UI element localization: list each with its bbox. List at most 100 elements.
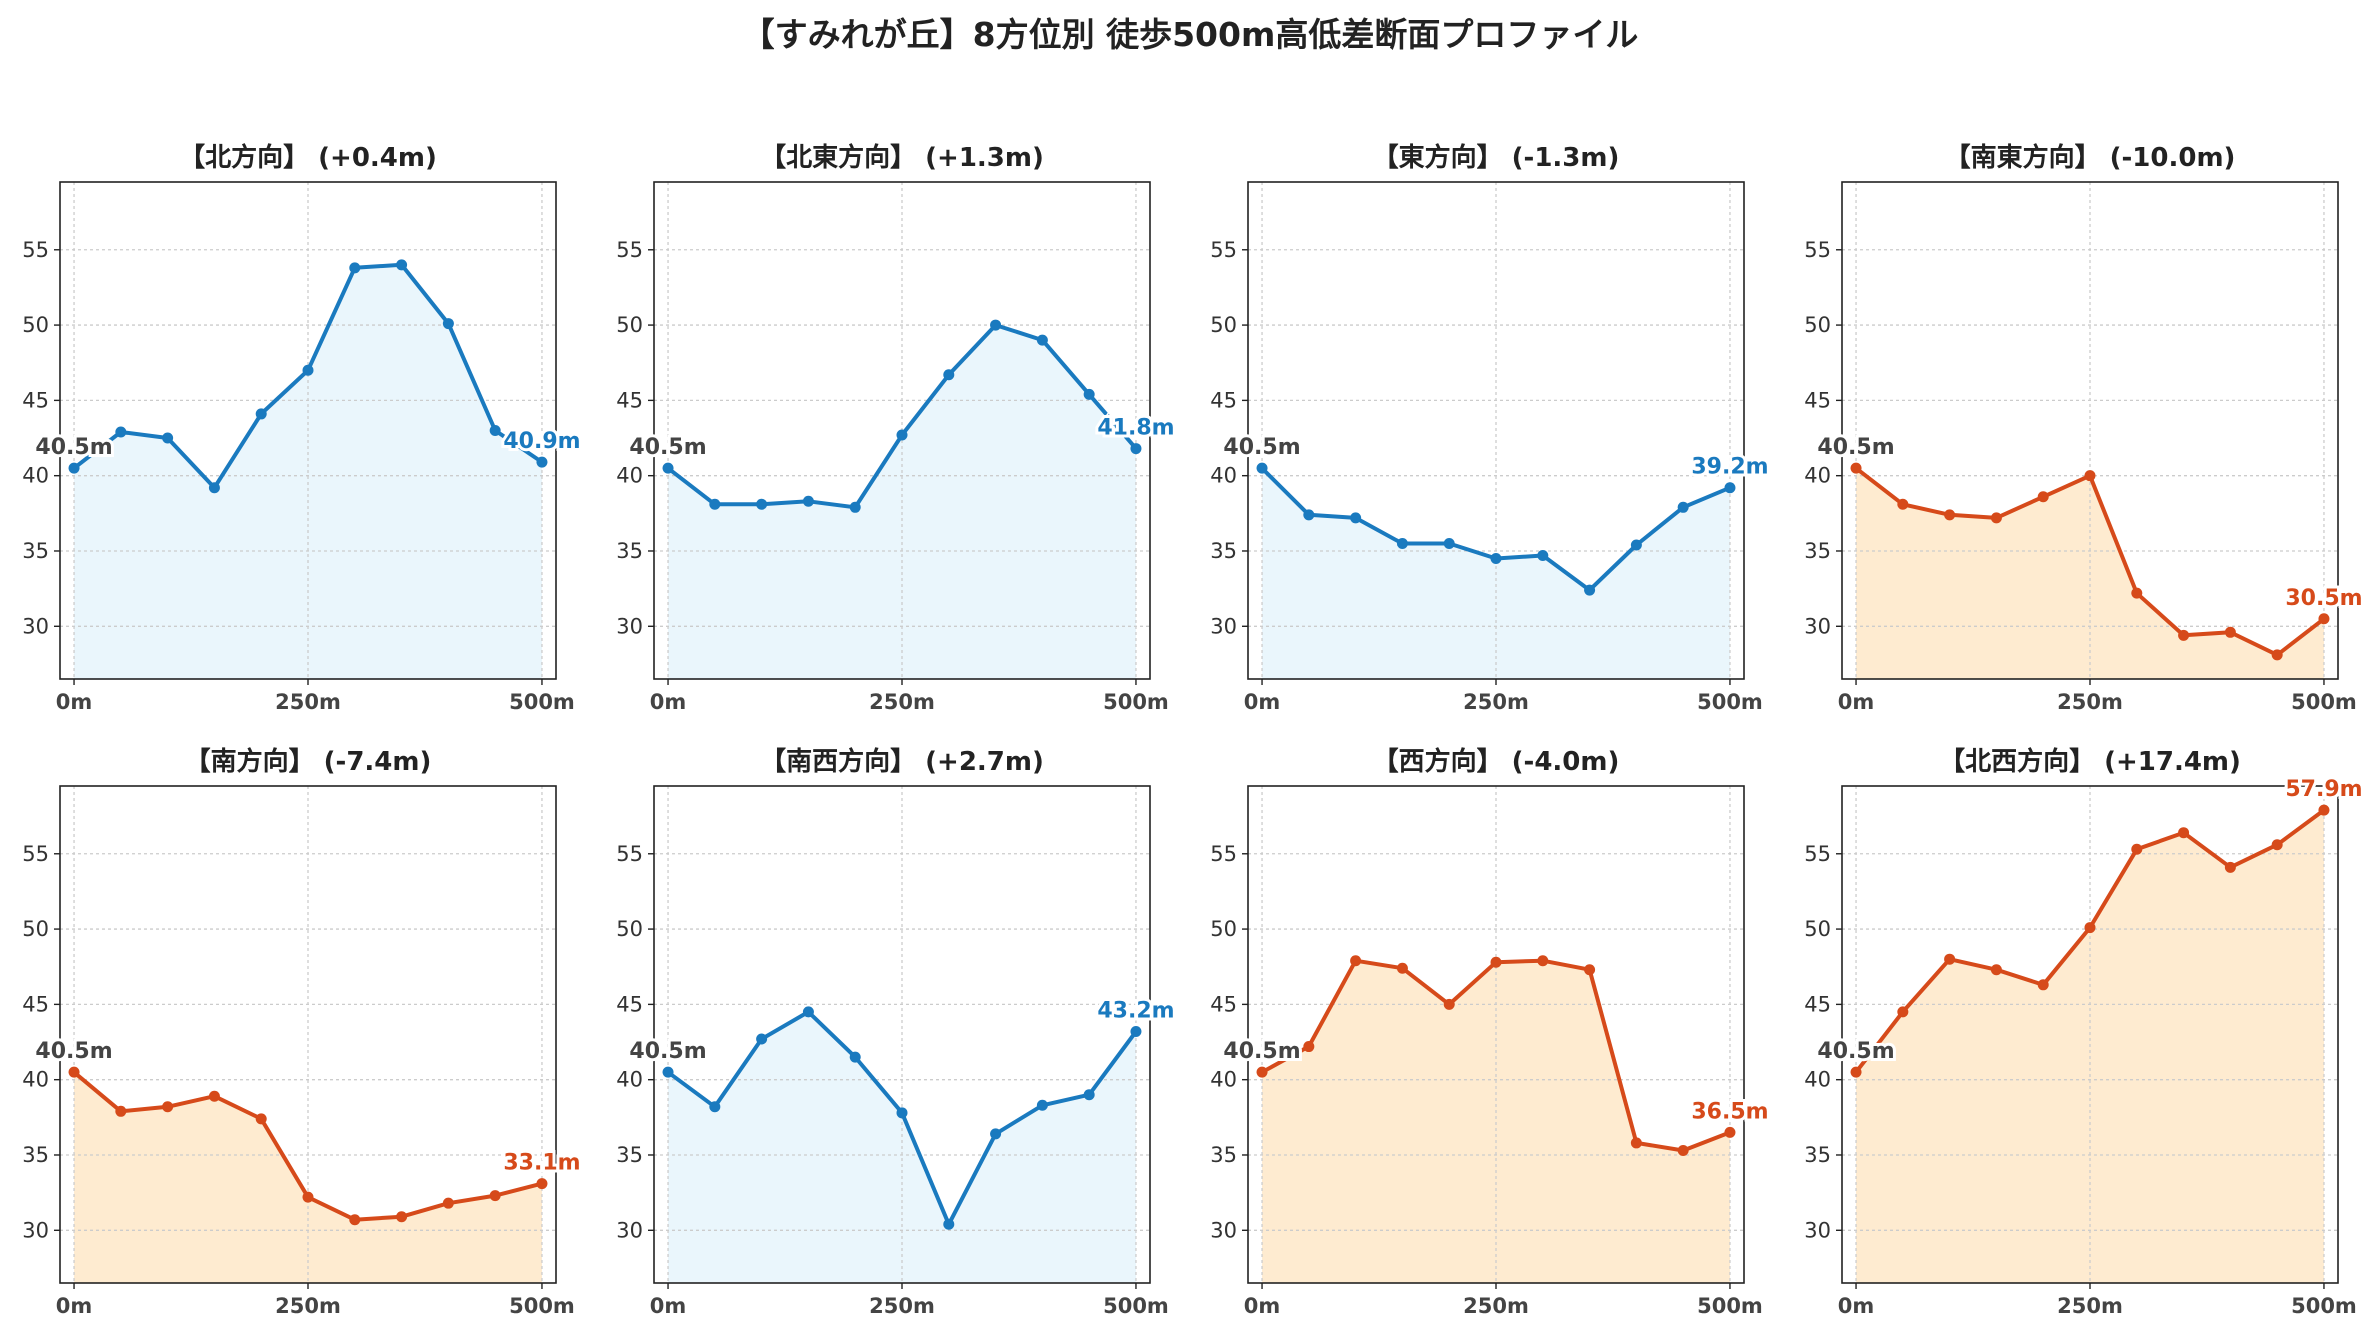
y-tick-label: 55 xyxy=(1804,842,1831,866)
y-tick-label: 50 xyxy=(1210,313,1237,337)
subplot-3: 【東方向】 (-1.3m) 30 35 40 45 50 55 0m 250m 500m 40.5m… xyxy=(1210,142,1771,714)
subplot-title: 【北西方向】 (+17.4m) xyxy=(1939,746,2241,777)
y-tick-label: 30 xyxy=(1210,614,1237,638)
data-point xyxy=(302,1191,314,1203)
y-tick-label: 50 xyxy=(1804,313,1831,337)
data-point xyxy=(1036,1099,1048,1111)
x-tick-label: 0m xyxy=(1838,690,1875,714)
data-point xyxy=(255,1113,267,1125)
x-tick-label: 500m xyxy=(1103,1294,1169,1318)
y-tick-label: 50 xyxy=(616,917,643,941)
y-tick-label: 50 xyxy=(1804,917,1831,941)
x-tick-label: 250m xyxy=(1463,690,1529,714)
area-fill xyxy=(74,1072,542,1283)
y-tick-label: 50 xyxy=(22,917,49,941)
x-tick-label: 250m xyxy=(2057,1294,2123,1318)
y-tick-label: 45 xyxy=(616,992,643,1016)
data-point xyxy=(2084,470,2096,482)
data-point xyxy=(536,456,548,468)
data-point xyxy=(208,482,220,494)
figure-title: 【すみれが丘】8方位別 徒歩500m高低差断面プロファイル xyxy=(741,15,1639,54)
data-point xyxy=(2271,839,2283,851)
data-point xyxy=(662,1066,674,1078)
data-point xyxy=(2178,827,2190,839)
subplot-title: 【南方向】 (-7.4m) xyxy=(185,746,432,777)
data-point xyxy=(990,1128,1002,1140)
x-tick-label: 500m xyxy=(1697,690,1763,714)
y-tick-label: 40 xyxy=(1804,1068,1831,1092)
data-point xyxy=(442,318,454,330)
y-tick-label: 45 xyxy=(1804,388,1831,412)
end-value-label: 33.1m xyxy=(503,1151,580,1176)
data-point xyxy=(1630,539,1642,551)
y-tick-label: 55 xyxy=(1210,238,1237,262)
data-point xyxy=(2084,922,2096,934)
y-tick-label: 40 xyxy=(22,464,49,488)
subplot-title: 【西方向】 (-4.0m) xyxy=(1373,746,1620,777)
data-point xyxy=(990,319,1002,331)
data-point xyxy=(115,426,127,438)
data-point xyxy=(709,498,721,510)
start-value-label: 40.5m xyxy=(1817,435,1894,460)
data-point xyxy=(1350,955,1362,967)
data-point xyxy=(1130,1025,1142,1037)
x-tick-label: 250m xyxy=(275,690,341,714)
y-tick-label: 35 xyxy=(1804,539,1831,563)
x-tick-label: 250m xyxy=(869,690,935,714)
data-point xyxy=(2037,979,2049,991)
x-tick-label: 500m xyxy=(1103,690,1169,714)
subplot-6: 【南西方向】 (+2.7m) 30 35 40 45 50 55 0m 250m 500m 40.5… xyxy=(616,746,1177,1318)
data-point xyxy=(1303,509,1315,521)
data-point xyxy=(208,1090,220,1102)
data-point xyxy=(536,1178,548,1190)
data-point xyxy=(756,1033,768,1045)
x-tick-label: 500m xyxy=(2291,690,2357,714)
end-value-label: 57.9m xyxy=(2285,777,2362,802)
data-point xyxy=(1303,1041,1315,1053)
data-point xyxy=(1850,1066,1862,1078)
x-tick-label: 500m xyxy=(1697,1294,1763,1318)
data-point xyxy=(302,364,314,376)
data-point xyxy=(1537,550,1549,562)
x-tick-label: 0m xyxy=(56,690,93,714)
data-point xyxy=(2131,843,2143,855)
data-point xyxy=(896,429,908,441)
y-tick-label: 35 xyxy=(22,1143,49,1167)
subplot-5: 【南方向】 (-7.4m) 30 35 40 45 50 55 0m 250m 500m 40.5m… xyxy=(22,746,583,1318)
data-point xyxy=(1083,388,1095,400)
y-tick-label: 55 xyxy=(22,238,49,262)
start-value-label: 40.5m xyxy=(629,435,706,460)
data-point xyxy=(1990,512,2002,524)
data-point xyxy=(2037,491,2049,503)
x-tick-label: 0m xyxy=(1244,690,1281,714)
y-tick-label: 30 xyxy=(22,1218,49,1242)
y-tick-label: 35 xyxy=(1804,1143,1831,1167)
data-point xyxy=(442,1197,454,1209)
data-point xyxy=(1396,962,1408,974)
data-point xyxy=(1584,964,1596,976)
y-tick-label: 40 xyxy=(1210,1068,1237,1092)
x-tick-label: 500m xyxy=(2291,1294,2357,1318)
subplot-title: 【南西方向】 (+2.7m) xyxy=(760,746,1044,777)
data-point xyxy=(1490,553,1502,565)
subplot-7: 【西方向】 (-4.0m) 30 35 40 45 50 55 0m 250m 500m 40.5m… xyxy=(1210,746,1771,1318)
y-tick-label: 35 xyxy=(22,539,49,563)
x-tick-label: 0m xyxy=(650,690,687,714)
y-tick-label: 45 xyxy=(22,992,49,1016)
y-tick-label: 30 xyxy=(1210,1218,1237,1242)
data-point xyxy=(1083,1089,1095,1101)
x-tick-label: 500m xyxy=(509,1294,575,1318)
data-point xyxy=(1897,498,1909,510)
data-point xyxy=(489,1190,501,1202)
data-point xyxy=(802,1006,814,1018)
y-tick-label: 35 xyxy=(616,1143,643,1167)
end-value-label: 40.9m xyxy=(503,429,580,454)
y-tick-label: 55 xyxy=(1804,238,1831,262)
subplot-4: 【南東方向】 (-10.0m) 30 35 40 45 50 55 0m 250m 500m 40.… xyxy=(1804,142,2365,714)
data-point xyxy=(349,1214,361,1226)
y-tick-label: 40 xyxy=(616,1068,643,1092)
y-tick-label: 40 xyxy=(1210,464,1237,488)
data-point xyxy=(1443,537,1455,549)
data-point xyxy=(756,498,768,510)
